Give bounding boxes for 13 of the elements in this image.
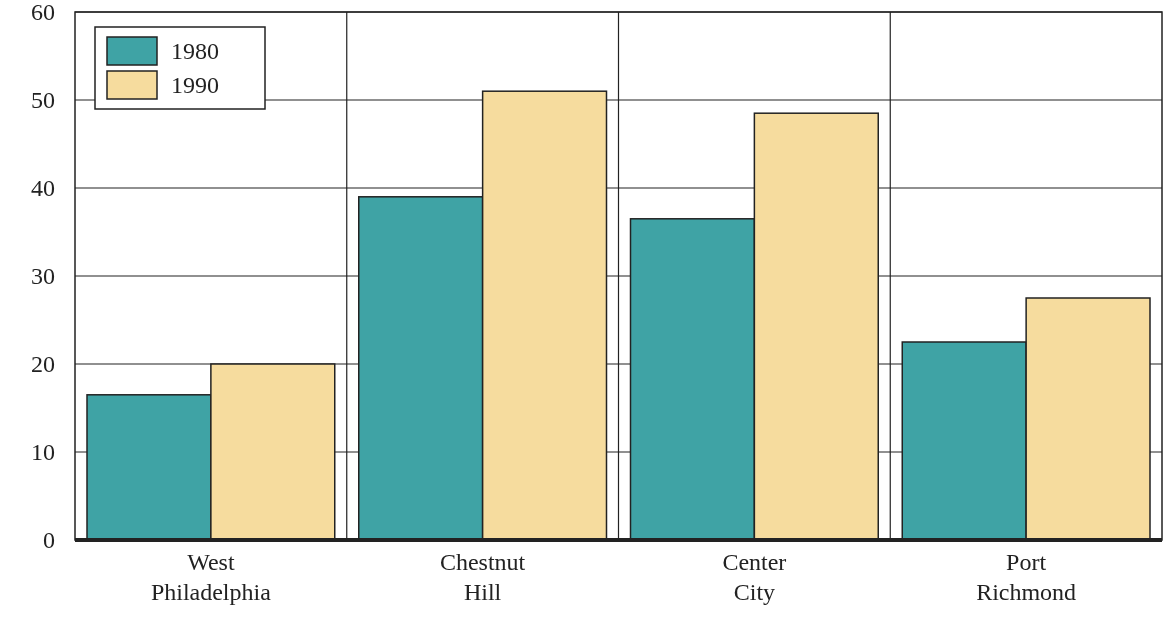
- y-tick-label: 50: [31, 87, 55, 114]
- x-tick-label: West Philadelphia: [150, 549, 272, 605]
- y-tick-label: 10: [31, 439, 55, 466]
- y-tick-label: 0: [43, 527, 55, 554]
- x-tick-label: Chestnut Hill: [439, 549, 526, 605]
- legend-label: 1980: [171, 38, 219, 65]
- y-tick-label: 30: [31, 263, 55, 290]
- legend-label: 1990: [171, 72, 219, 99]
- y-tick-label: 60: [31, 0, 55, 26]
- x-tick-label: Port Richmond: [976, 549, 1077, 605]
- y-tick-label: 20: [31, 351, 55, 378]
- x-tick-label: Center City: [722, 549, 787, 605]
- y-tick-label: 40: [31, 175, 55, 202]
